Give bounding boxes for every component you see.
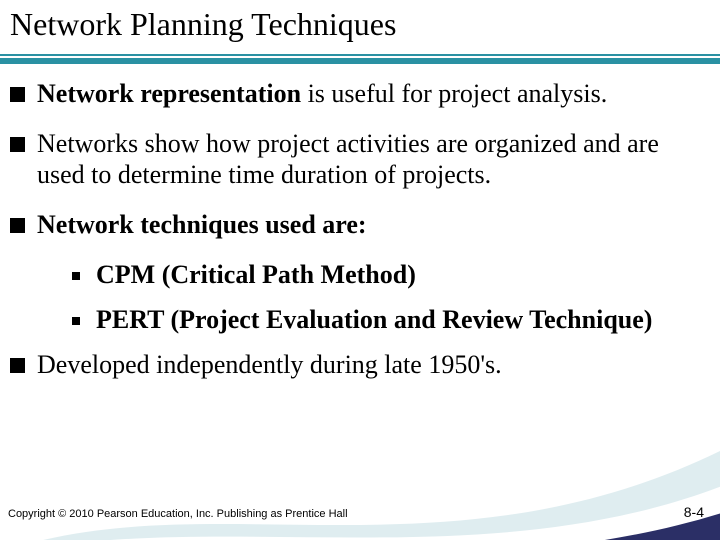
title-rule-thick xyxy=(0,58,720,64)
bullet-level2: CPM (Critical Path Method) xyxy=(72,259,700,290)
square-bullet-icon xyxy=(10,358,25,373)
slide-title: Network Planning Techniques xyxy=(10,6,396,43)
dot-bullet-icon xyxy=(72,317,80,325)
title-rule-thin xyxy=(0,54,720,56)
dot-bullet-icon xyxy=(72,272,80,280)
square-bullet-icon xyxy=(10,87,25,102)
bullet-level1: Developed independently during late 1950… xyxy=(10,349,700,381)
bullet-text: Network representation is useful for pro… xyxy=(37,78,700,110)
content-area: Network representation is useful for pro… xyxy=(10,78,700,399)
bullet-level1: Networks show how project activities are… xyxy=(10,128,700,191)
text-run: Network representation xyxy=(37,79,301,108)
bullet-level1: Network techniques used are: xyxy=(10,209,700,241)
bullet-text: Network techniques used are: xyxy=(37,209,700,241)
bullet-text: Networks show how project activities are… xyxy=(37,128,700,191)
bullet-text: CPM (Critical Path Method) xyxy=(96,259,700,290)
text-run: is useful for project analysis. xyxy=(301,79,607,108)
text-run: Network techniques used are: xyxy=(37,210,367,239)
slide-number: 8-4 xyxy=(684,504,704,520)
text-run: Developed independently during late 1950… xyxy=(37,350,502,379)
square-bullet-icon xyxy=(10,218,25,233)
slide: Network Planning Techniques Network repr… xyxy=(0,0,720,540)
square-bullet-icon xyxy=(10,137,25,152)
text-run: Networks show how project activities are… xyxy=(37,129,659,190)
copyright-text: Copyright © 2010 Pearson Education, Inc.… xyxy=(8,508,368,520)
bullet-text: PERT (Project Evaluation and Review Tech… xyxy=(96,304,700,335)
text-run: PERT (Project Evaluation and Review Tech… xyxy=(96,305,652,334)
text-run: CPM (Critical Path Method) xyxy=(96,260,416,289)
bullet-level2: PERT (Project Evaluation and Review Tech… xyxy=(72,304,700,335)
bullet-text: Developed independently during late 1950… xyxy=(37,349,700,381)
bullet-level1: Network representation is useful for pro… xyxy=(10,78,700,110)
